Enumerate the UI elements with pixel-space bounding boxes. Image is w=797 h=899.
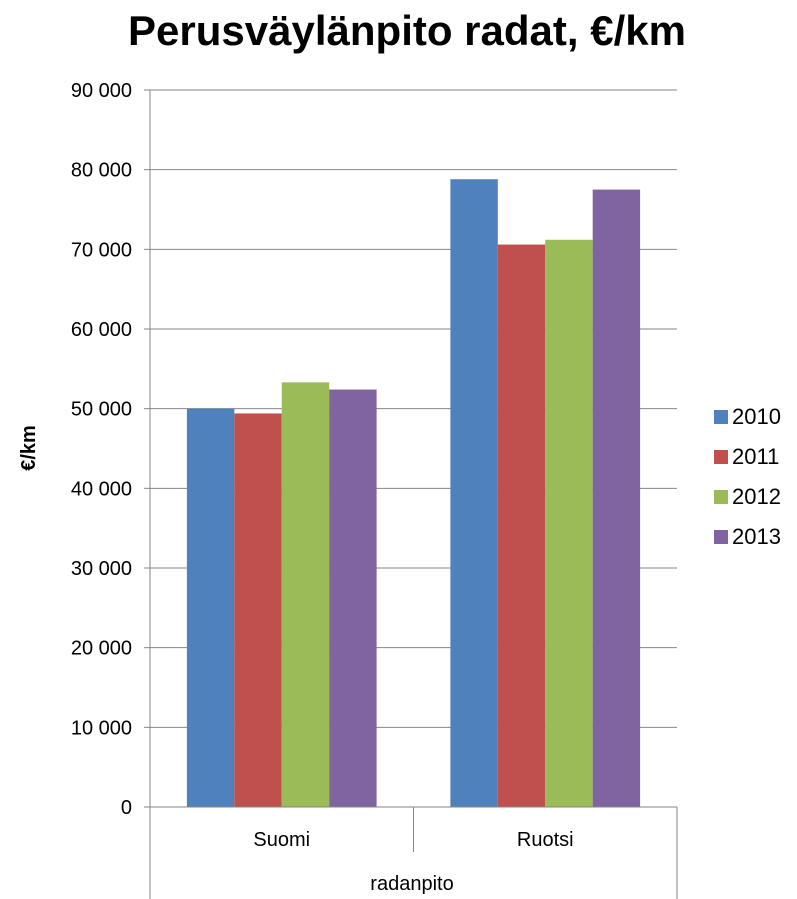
y-tick-label: 10 000 (71, 717, 132, 739)
legend-label-2012: 2012 (732, 484, 781, 509)
y-axis-label: €/km (18, 425, 40, 471)
bar-suomi-2010 (186, 408, 235, 807)
legend-swatch-2012 (714, 490, 728, 504)
legend-swatch-2011 (714, 450, 728, 464)
bar-suomi-2013 (329, 389, 377, 807)
y-tick-label: 40 000 (71, 478, 132, 500)
chart-title: Perusväylänpito radat, €/km (128, 7, 686, 54)
y-tick-label: 90 000 (71, 80, 132, 102)
axes (149, 90, 678, 899)
bar-ruotsi-2013 (592, 189, 641, 808)
y-tick-label: 20 000 (71, 638, 132, 660)
y-tick-label: 50 000 (71, 399, 132, 421)
legend-label-2011: 2011 (732, 444, 779, 469)
bars (186, 179, 641, 808)
y-tick-label: 80 000 (71, 160, 132, 182)
legend-label-2010: 2010 (732, 404, 781, 429)
bar-suomi-2011 (234, 413, 282, 807)
legend: 2010 2011 2012 2013 (714, 404, 781, 549)
bar-ruotsi-2010 (450, 179, 498, 807)
category-label: Suomi (253, 829, 310, 851)
legend-swatch-2010 (714, 410, 728, 424)
y-axis-ticks: 0 10 000 20 000 30 000 40 000 50 000 60 000 70 … (71, 80, 150, 819)
y-tick-label: 60 000 (71, 319, 132, 341)
y-tick-label: 70 000 (71, 239, 132, 261)
x-axis-label: radanpito (370, 873, 453, 895)
legend-swatch-2013 (714, 530, 728, 544)
legend-label-2013: 2013 (732, 524, 781, 549)
category-labels: Suomi Ruotsi (253, 829, 573, 851)
y-tick-label: 0 (121, 797, 132, 819)
bar-ruotsi-2012 (545, 239, 593, 808)
bar-ruotsi-2011 (497, 244, 546, 807)
category-label: Ruotsi (517, 829, 574, 851)
bar-suomi-2012 (281, 382, 330, 807)
y-tick-label: 30 000 (71, 558, 132, 580)
